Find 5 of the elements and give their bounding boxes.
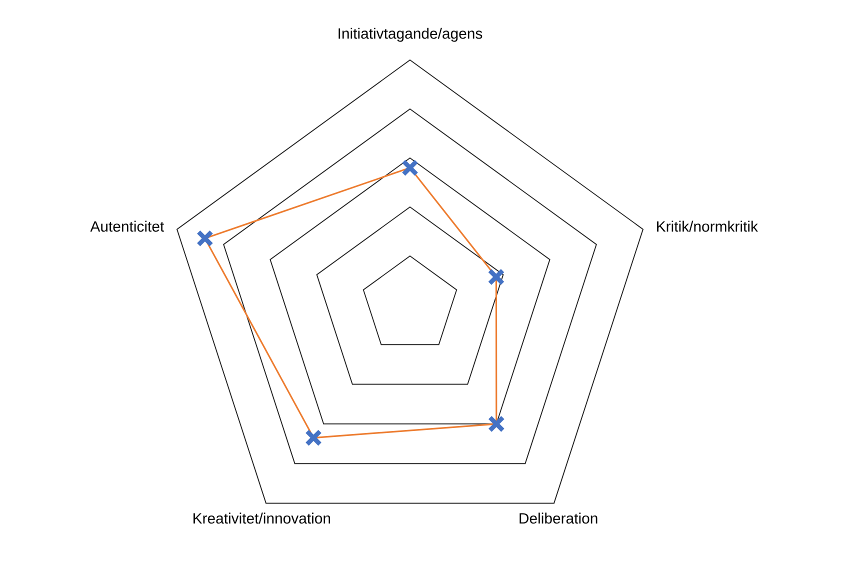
spoke-label: Kritik/normkritik — [657, 220, 758, 232]
spoke-label: Kreativitet/innovation — [194, 512, 330, 524]
spoke-label: Initiativtagande/agens — [338, 28, 482, 42]
spoke-label: Autenticitet — [90, 220, 164, 232]
spoke-label: Deliberation — [520, 512, 598, 524]
